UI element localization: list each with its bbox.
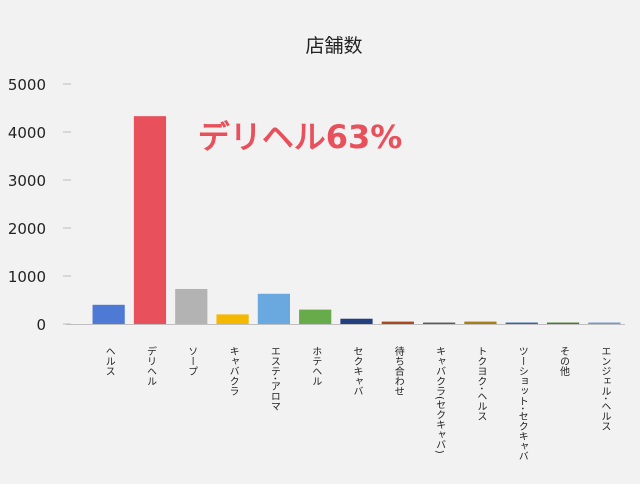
bar <box>257 293 290 324</box>
y-tick-label: 0 <box>36 316 46 334</box>
y-tick-label: 2000 <box>8 220 46 238</box>
bar <box>505 322 538 324</box>
x-tick-label: ツーショット･セクキャバ <box>516 346 528 461</box>
bar <box>464 321 497 324</box>
bar <box>546 322 580 324</box>
y-tick-label: 4000 <box>8 124 46 142</box>
bar <box>216 314 249 324</box>
bar <box>423 322 456 324</box>
x-tick-label: トクヨク･ヘルス <box>475 346 487 421</box>
bars <box>92 116 621 324</box>
x-tick-label: デリヘル <box>144 345 156 386</box>
bar <box>133 116 167 324</box>
bar <box>299 309 332 324</box>
x-tick-label: その他 <box>558 346 570 377</box>
bar <box>175 288 208 324</box>
x-tick-label: ヘルス <box>103 346 115 376</box>
bar <box>340 318 373 324</box>
x-tick-label: キャバクラ(セクキャバ) <box>434 346 446 454</box>
bar <box>92 304 125 324</box>
x-tick-label: セクキャバ <box>351 346 363 396</box>
y-tick-label: 3000 <box>8 172 46 190</box>
y-tick-label: 5000 <box>8 76 46 94</box>
x-tick-label: ソープ <box>186 346 197 376</box>
x-tick-label: エンジェル･ヘルス <box>599 346 611 431</box>
bar <box>381 321 414 324</box>
y-axis: 0 1000 2000 3000 4000 5000 <box>8 76 71 334</box>
x-tick-label: ホテヘル <box>310 346 322 386</box>
x-axis-labels: ヘルス デリヘル ソープ キャバクラ エステ･アロマ ホテヘル セクキャバ 待ち合わせ キャバク… <box>103 345 611 461</box>
x-tick-label: 待ち合わせ <box>392 345 404 396</box>
chart-title: 店舗数 <box>305 35 362 57</box>
x-tick-label: キャバクラ <box>227 346 239 396</box>
chart-annotation: デリヘル63% <box>198 118 403 156</box>
x-tick-label: エステ･アロマ <box>268 346 280 411</box>
y-tick-label: 1000 <box>8 268 46 286</box>
bar <box>588 322 621 324</box>
